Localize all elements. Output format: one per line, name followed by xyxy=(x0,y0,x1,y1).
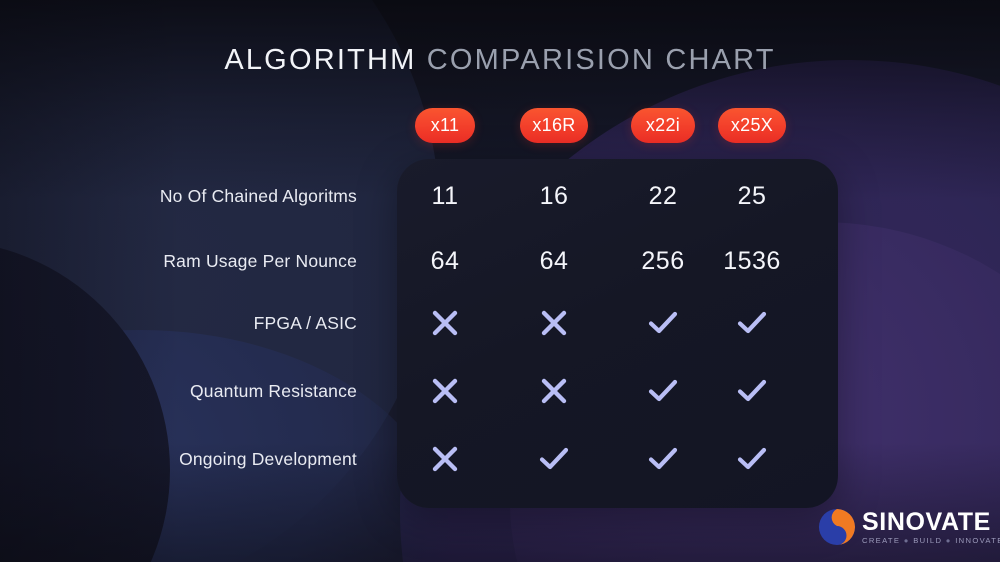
page-title-strong: ALGORITHM xyxy=(224,44,417,76)
sinovate-logo-text: SINOVATE CREATE ● BUILD ● INNOVATE xyxy=(862,508,1000,546)
cross-icon xyxy=(499,303,609,343)
tagline-word: CREATE xyxy=(862,536,901,545)
table-cell-value: 25 xyxy=(737,182,767,210)
tagline-word: BUILD xyxy=(913,536,943,545)
table-cell-value: 64 xyxy=(430,247,460,275)
row-label: Quantum Resistance xyxy=(189,381,357,401)
cross-icon xyxy=(390,371,500,411)
row-label: FPGA / ASIC xyxy=(253,313,357,333)
check-icon xyxy=(608,303,718,343)
cross-icon xyxy=(390,303,500,343)
cross-icon xyxy=(390,439,500,479)
cross-icon xyxy=(499,371,609,411)
table-row: No Of Chained Algoritms 11 16 22 25 xyxy=(0,176,1000,216)
tagline-word: INNOVATE xyxy=(955,536,1000,545)
check-icon xyxy=(697,303,807,343)
column-header-pill-x16r[interactable]: x16R xyxy=(520,108,588,143)
table-row: Ram Usage Per Nounce 64 64 256 1536 xyxy=(0,241,1000,281)
row-label: Ongoing Development xyxy=(179,449,357,469)
table-cell-value: 1536 xyxy=(723,247,781,275)
column-header-pill-x22i[interactable]: x22i xyxy=(631,108,695,143)
page-title: ALGORITHM COMPARISION CHART xyxy=(0,44,1000,77)
table-row: Quantum Resistance xyxy=(0,371,1000,411)
sinovate-tagline: CREATE ● BUILD ● INNOVATE xyxy=(862,536,1000,546)
tagline-separator-dot: ● xyxy=(942,536,956,545)
row-label: Ram Usage Per Nounce xyxy=(163,251,357,271)
tagline-separator-dot: ● xyxy=(900,536,914,545)
sinovate-wordmark: SINOVATE xyxy=(862,508,991,536)
table-row: Ongoing Development xyxy=(0,439,1000,479)
column-header-pill-x25x[interactable]: x25X xyxy=(718,108,786,143)
check-icon xyxy=(608,439,718,479)
sinovate-logo: SINOVATE CREATE ● BUILD ● INNOVATE xyxy=(818,506,1000,550)
table-cell-value: 22 xyxy=(648,182,678,210)
sinovate-logo-icon xyxy=(818,508,856,546)
page-title-dim: COMPARISION CHART xyxy=(416,44,776,76)
check-icon xyxy=(697,439,807,479)
check-icon xyxy=(697,371,807,411)
row-label: No Of Chained Algoritms xyxy=(159,186,357,206)
column-header-pill-x11[interactable]: x11 xyxy=(415,108,475,143)
check-icon xyxy=(608,371,718,411)
table-row: FPGA / ASIC xyxy=(0,303,1000,343)
check-icon xyxy=(499,439,609,479)
table-cell-value: 256 xyxy=(641,247,685,275)
table-cell-value: 16 xyxy=(539,182,569,210)
table-cell-value: 64 xyxy=(539,247,569,275)
table-cell-value: 11 xyxy=(431,182,459,210)
